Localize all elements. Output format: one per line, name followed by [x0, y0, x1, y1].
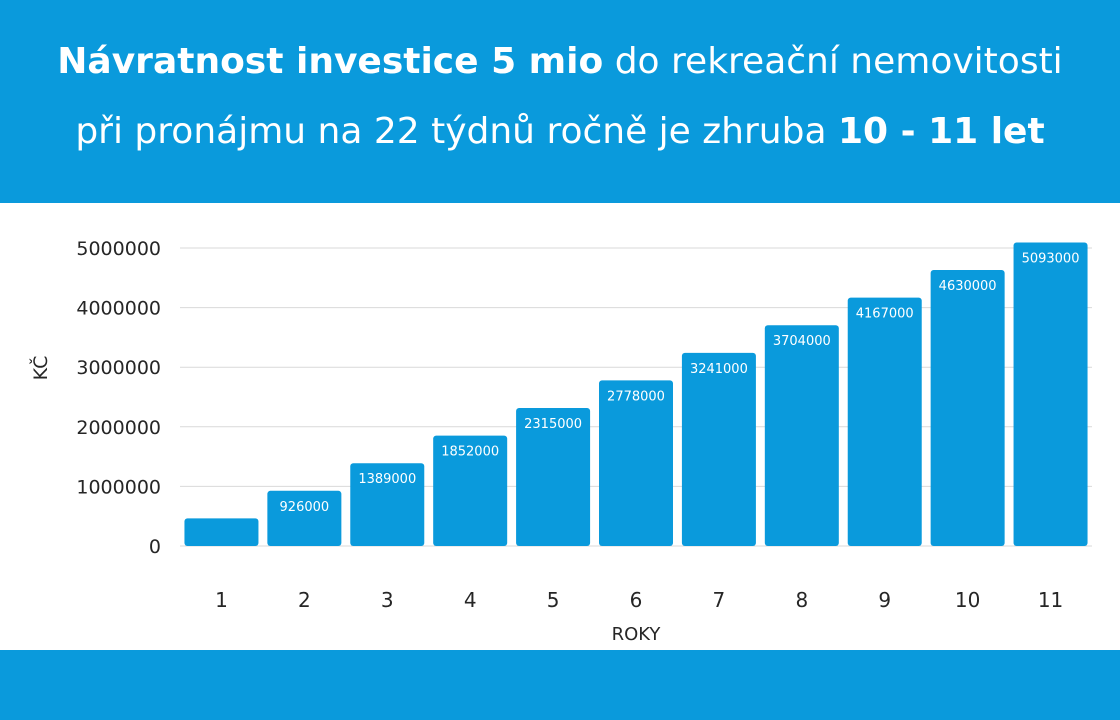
bar-value-label: 3241000 [690, 362, 748, 377]
bar [433, 435, 508, 546]
bar [764, 325, 839, 546]
bar-chart: 0100000020000003000000400000050000001926… [28, 238, 1092, 645]
bar-value-label: 926000 [280, 500, 330, 515]
x-tick-label: 8 [795, 588, 808, 612]
bar [847, 297, 922, 546]
bar [184, 518, 259, 546]
headline-line-2: při pronájmu na 22 týdnů ročně je zhruba… [0, 110, 1120, 154]
y-tick-label: 4000000 [76, 298, 161, 320]
bar-value-label: 4630000 [939, 279, 997, 294]
bar-value-label: 4167000 [856, 307, 914, 322]
y-tick-label: 2000000 [76, 417, 161, 439]
bar [681, 352, 756, 546]
x-tick-label: 11 [1038, 588, 1063, 612]
x-tick-label: 1 [215, 588, 228, 612]
x-tick-label: 9 [878, 588, 891, 612]
x-tick-label: 4 [464, 588, 477, 612]
bar-value-label: 1389000 [358, 472, 416, 487]
bar [599, 380, 673, 546]
bar [516, 408, 591, 546]
bar [350, 463, 425, 546]
y-axis-title: KČ [28, 356, 52, 381]
x-tick-label: 2 [298, 588, 311, 612]
chart-area: 0 1000000 2000000 3000000 4000000 5000000 1 926… [0, 203, 1120, 650]
headline-line-1-bold: Návratnost investice 5 mio [57, 41, 604, 82]
x-tick-label: 6 [630, 588, 643, 612]
x-tick-label: 10 [955, 588, 980, 612]
bar-value-label: 2315000 [524, 417, 582, 432]
x-tick-label: 7 [713, 588, 726, 612]
bar-value-label: 3704000 [773, 334, 831, 349]
bar [1013, 242, 1088, 546]
headline-line-2-rest: při pronájmu na 22 týdnů ročně je zhruba [75, 111, 838, 152]
bar [267, 490, 342, 546]
bar [930, 270, 1005, 546]
header-banner: Návratnost investice 5 mio do rekreační … [0, 0, 1120, 203]
bar-value-label: 1852000 [441, 445, 499, 460]
bar-value-label: 2778000 [607, 389, 665, 404]
headline-line-2-bold: 10 - 11 let [837, 111, 1045, 152]
y-tick-label: 1000000 [76, 476, 161, 498]
x-tick-label: 3 [381, 588, 394, 612]
x-axis-title: ROKY [612, 624, 662, 645]
x-tick-label: 5 [547, 588, 560, 612]
headline-line-1: Návratnost investice 5 mio do rekreační … [0, 40, 1120, 84]
headline-line-1-rest: do rekreační nemovitosti [603, 41, 1063, 82]
y-tick-label: 0 [149, 536, 161, 558]
y-tick-label: 5000000 [76, 238, 161, 260]
y-tick-label: 3000000 [76, 357, 161, 379]
bar-value-label: 5093000 [1022, 251, 1080, 266]
footer-banner [0, 650, 1120, 720]
